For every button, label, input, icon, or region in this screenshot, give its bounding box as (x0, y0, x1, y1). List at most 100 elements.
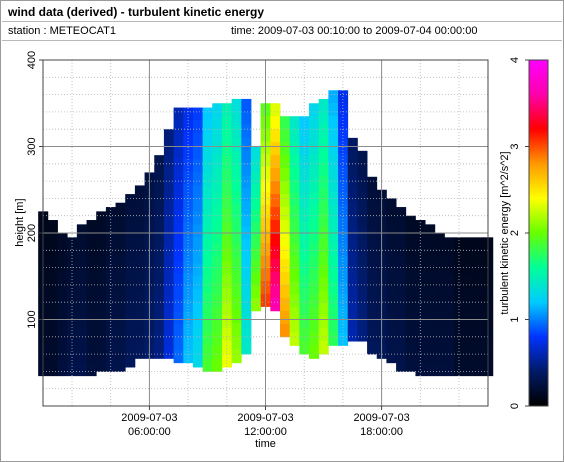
heatmap-cell (202, 279, 213, 293)
heatmap-cell (221, 261, 233, 276)
heatmap-cell (270, 181, 281, 195)
colorbar-tick-label: 3 (509, 143, 521, 149)
x-axis-title: time (255, 438, 276, 450)
heatmap-cell (357, 328, 368, 342)
grid-lines (43, 59, 488, 406)
heatmap-cell (231, 323, 242, 337)
heatmap-cell (231, 309, 242, 324)
heatmap-cell (280, 129, 291, 143)
heatmap-cell (163, 154, 174, 168)
heatmap-cell (309, 179, 320, 193)
heatmap-cell (386, 274, 397, 288)
heatmap-cell (125, 313, 136, 328)
heatmap-cell (192, 263, 204, 277)
heatmap-cell (173, 133, 184, 147)
heatmap-cell (250, 171, 262, 185)
colorbar-tick-label: 4 (509, 57, 521, 63)
heatmap-cell (309, 243, 320, 257)
heatmap-cell (231, 138, 242, 153)
heatmap-cell (115, 254, 126, 268)
heatmap-cell (202, 252, 213, 267)
heatmap-cell (299, 261, 310, 276)
heatmap-cell (125, 327, 136, 341)
heatmap-cell (347, 277, 358, 291)
heatmap-cell (425, 287, 436, 301)
x-tick-label-time: 06:00:00 (128, 426, 171, 438)
heatmap-cell (231, 349, 242, 364)
heatmap-cell (86, 233, 97, 247)
heatmap-cell (212, 269, 223, 283)
heatmap-cell (338, 103, 349, 117)
heatmap-cell (386, 337, 397, 351)
heatmap-cell (367, 227, 378, 241)
heatmap-cell (183, 247, 194, 262)
heatmap-cell (463, 275, 474, 289)
heatmap-cell (173, 209, 184, 223)
heatmap-cell (163, 320, 174, 334)
heatmap-cell (367, 316, 378, 330)
heatmap-cell (367, 341, 378, 355)
heatmap-cell (309, 167, 320, 181)
heatmap-cell (86, 323, 97, 338)
heatmap-cell (396, 358, 407, 372)
heatmap-cell (212, 205, 223, 219)
heatmap-cell (192, 146, 204, 160)
heatmap-cell (183, 196, 194, 211)
heatmap-cell (386, 223, 397, 237)
heatmap-cell (231, 257, 242, 271)
heatmap-cell (280, 142, 291, 156)
heatmap-cell (289, 307, 300, 321)
y-axis-ticks: 100 200 300 400 (26, 51, 43, 329)
heatmap-cell (173, 247, 184, 262)
heatmap-cell (396, 320, 407, 334)
heatmap-cell (76, 363, 87, 377)
heatmap-cell (270, 245, 281, 260)
heatmap-cell (154, 256, 165, 270)
heatmap-cell (289, 154, 300, 168)
heatmap-cell (154, 282, 165, 296)
heatmap-cell (434, 258, 445, 273)
heatmap-cell (241, 188, 252, 202)
heatmap-cell (289, 116, 300, 130)
heatmap-cell (318, 277, 329, 291)
heatmap-cell (183, 286, 194, 300)
x-axis-ticks: 2009-07-03 06:00:00 2009-07-03 12:00:00 2009… (121, 406, 410, 438)
heatmap-cell (76, 236, 87, 250)
heatmap-cell (280, 168, 291, 182)
heatmap-cell (154, 180, 165, 194)
heatmap-cell (241, 239, 252, 253)
y-tick-label: 300 (26, 137, 38, 155)
heatmap-cell (76, 262, 87, 276)
y-tick-label: 400 (26, 51, 38, 69)
heatmap-cell (386, 198, 397, 212)
heatmap-cell (357, 290, 368, 304)
heatmap-cell (309, 116, 320, 130)
heatmap-cell (202, 239, 213, 254)
heatmap-cell (434, 271, 445, 286)
heatmap-cell (454, 275, 465, 289)
heatmap-cell (96, 344, 107, 359)
heatmap-cell (212, 230, 223, 245)
heatmap-cell (405, 254, 416, 269)
heatmap-cell (134, 278, 145, 293)
heatmap-cell (270, 142, 281, 156)
heatmap-cell (299, 169, 310, 183)
heatmap-cell (241, 277, 252, 291)
heatmap-cell (454, 249, 465, 263)
colorbar-ticks: 0 1 2 3 4 (509, 57, 529, 409)
heatmap-cell (396, 270, 407, 284)
heatmap-cell (57, 323, 68, 338)
heatmap-cell (280, 258, 291, 273)
heatmap-cell (76, 350, 87, 364)
heatmap-cell (202, 358, 213, 372)
heatmap-cell (367, 240, 378, 254)
heatmap-cell (192, 328, 204, 342)
heatmap-cell (212, 167, 223, 181)
heatmap-cell (96, 304, 107, 319)
heatmap-cell (173, 222, 184, 236)
heatmap-cell (202, 292, 213, 306)
heatmap-cell (173, 349, 184, 364)
heatmap-cell (367, 189, 378, 203)
heatmap-cell (386, 261, 397, 275)
